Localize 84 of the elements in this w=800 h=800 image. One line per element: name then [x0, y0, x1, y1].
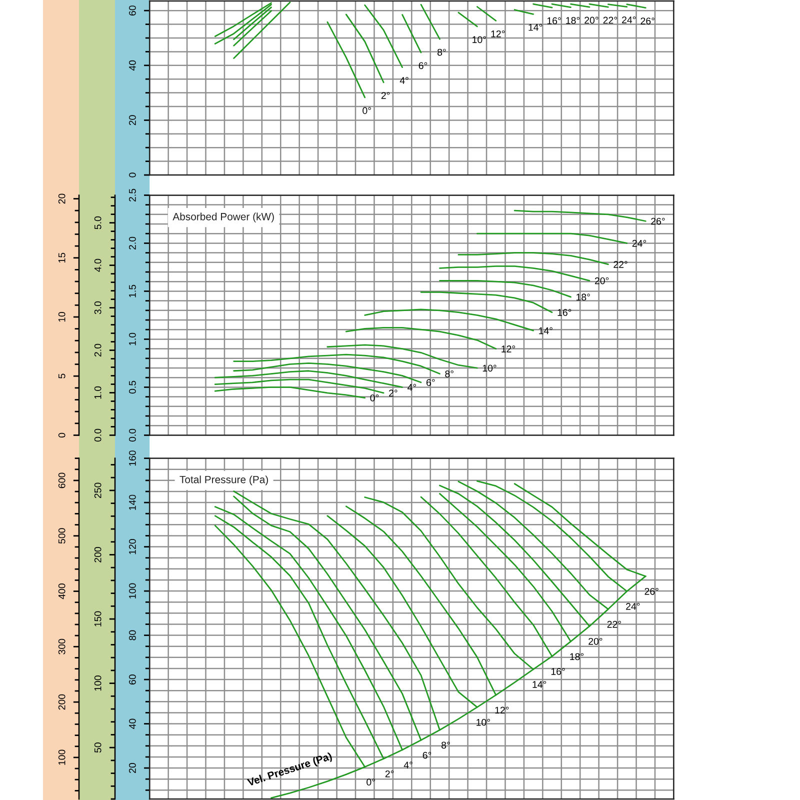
y3-tick-label: 10: [58, 312, 66, 322]
y-tick-label: 40: [128, 718, 136, 729]
series-label: 22°: [603, 16, 617, 24]
text: Total Pressure (Pa): [180, 476, 268, 486]
series-label: 4°: [408, 384, 416, 391]
y2-tick-label: 0.0: [94, 428, 102, 442]
series-label: 6°: [422, 752, 432, 759]
y-tick-label: 20: [128, 115, 136, 126]
series-label: 18°: [576, 294, 590, 301]
series-label: 18°: [570, 653, 584, 660]
y-tick-label: 160: [128, 450, 136, 466]
series-label: 26°: [640, 18, 654, 24]
y2-tick-label: 2.0: [94, 344, 102, 357]
y3-tick-label: 200: [58, 694, 66, 710]
y3-tick-label: 400: [58, 584, 66, 600]
y-tick-label: 80: [128, 630, 136, 640]
series-label: 20°: [588, 638, 602, 645]
series-label: 6°: [426, 379, 435, 386]
y2-tick-label: 4.0: [94, 258, 102, 272]
y3-tick-label: 500: [58, 528, 66, 544]
y2-tick-label: 5.0: [94, 216, 102, 230]
series-label: 14°: [532, 681, 546, 688]
y-tick-label: 0.0: [128, 428, 136, 442]
y-tick-label: 0.5: [128, 380, 136, 394]
series-label: 0°: [370, 394, 379, 402]
series-label: 12°: [502, 346, 515, 352]
series-label: 24°: [626, 602, 640, 610]
series-label: 8°: [445, 370, 454, 378]
series-label: 14°: [528, 24, 542, 31]
y-tick-label: 40: [128, 60, 136, 71]
series-label: 16°: [547, 17, 561, 24]
series-label: 12°: [495, 706, 509, 714]
y-tick-label: 120: [128, 539, 136, 554]
y-tick-label: 100: [128, 583, 136, 598]
series-label: 24°: [622, 16, 636, 24]
series-label: 0°: [366, 778, 375, 786]
series-label: 14°: [539, 327, 552, 334]
y-tick-label: 0: [128, 172, 136, 178]
series-label: 12°: [491, 30, 505, 38]
series-label: 0°: [362, 107, 371, 114]
y-tick-label: 1.5: [129, 284, 136, 298]
y3-tick-label: 0: [58, 432, 66, 438]
y2-tick-label: 3.0: [94, 301, 102, 314]
y3-tick-label: 100: [58, 750, 66, 765]
series-label: 8°: [438, 48, 446, 56]
series-label: 4°: [404, 762, 412, 768]
series-label: 2°: [385, 770, 394, 778]
series-label: 16°: [558, 309, 572, 316]
series-label: 6°: [418, 62, 428, 70]
series-label: 20°: [584, 16, 598, 24]
y-tick-label: 20: [128, 763, 136, 773]
series-label: 10°: [482, 364, 496, 372]
y3-tick-label: 5: [58, 374, 66, 378]
series-label: 22°: [614, 261, 628, 268]
y-tick-label: 1.0: [128, 332, 136, 346]
y2-tick-label: 150: [94, 611, 102, 626]
series-label: 26°: [644, 588, 658, 595]
series-label: 8°: [442, 742, 450, 749]
text: Absorbed Power (kW): [172, 212, 274, 222]
y3-tick-label: 300: [58, 638, 66, 654]
y-tick-label: 60: [128, 6, 136, 16]
y3-tick-label: 15: [58, 252, 66, 263]
series-label: 10°: [476, 718, 490, 726]
y2-tick-label: 250: [94, 482, 102, 498]
y2-tick-label: 100: [94, 676, 102, 691]
series-label: 20°: [594, 277, 609, 284]
y-tick-label: 2.0: [128, 236, 136, 250]
series-label: 2°: [389, 390, 398, 396]
series-label: 16°: [551, 668, 565, 675]
y-tick-label: 2.5: [128, 188, 136, 202]
series-label: 26°: [651, 218, 665, 225]
y2-tick-label: 200: [94, 546, 102, 562]
series-label: 18°: [566, 17, 580, 24]
y-tick-label: 140: [128, 494, 136, 510]
y3-tick-label: 600: [58, 472, 66, 488]
y3-tick-label: 20: [58, 194, 66, 204]
series-label: 2°: [381, 92, 390, 99]
y2-tick-label: 1.0: [94, 386, 102, 399]
series-label: 24°: [632, 240, 646, 247]
series-label: 4°: [400, 77, 408, 84]
series-label: 10°: [472, 36, 486, 44]
y-tick-label: 60: [128, 674, 136, 684]
y2-tick-label: 50: [94, 742, 102, 753]
series-label: 22°: [607, 620, 621, 628]
